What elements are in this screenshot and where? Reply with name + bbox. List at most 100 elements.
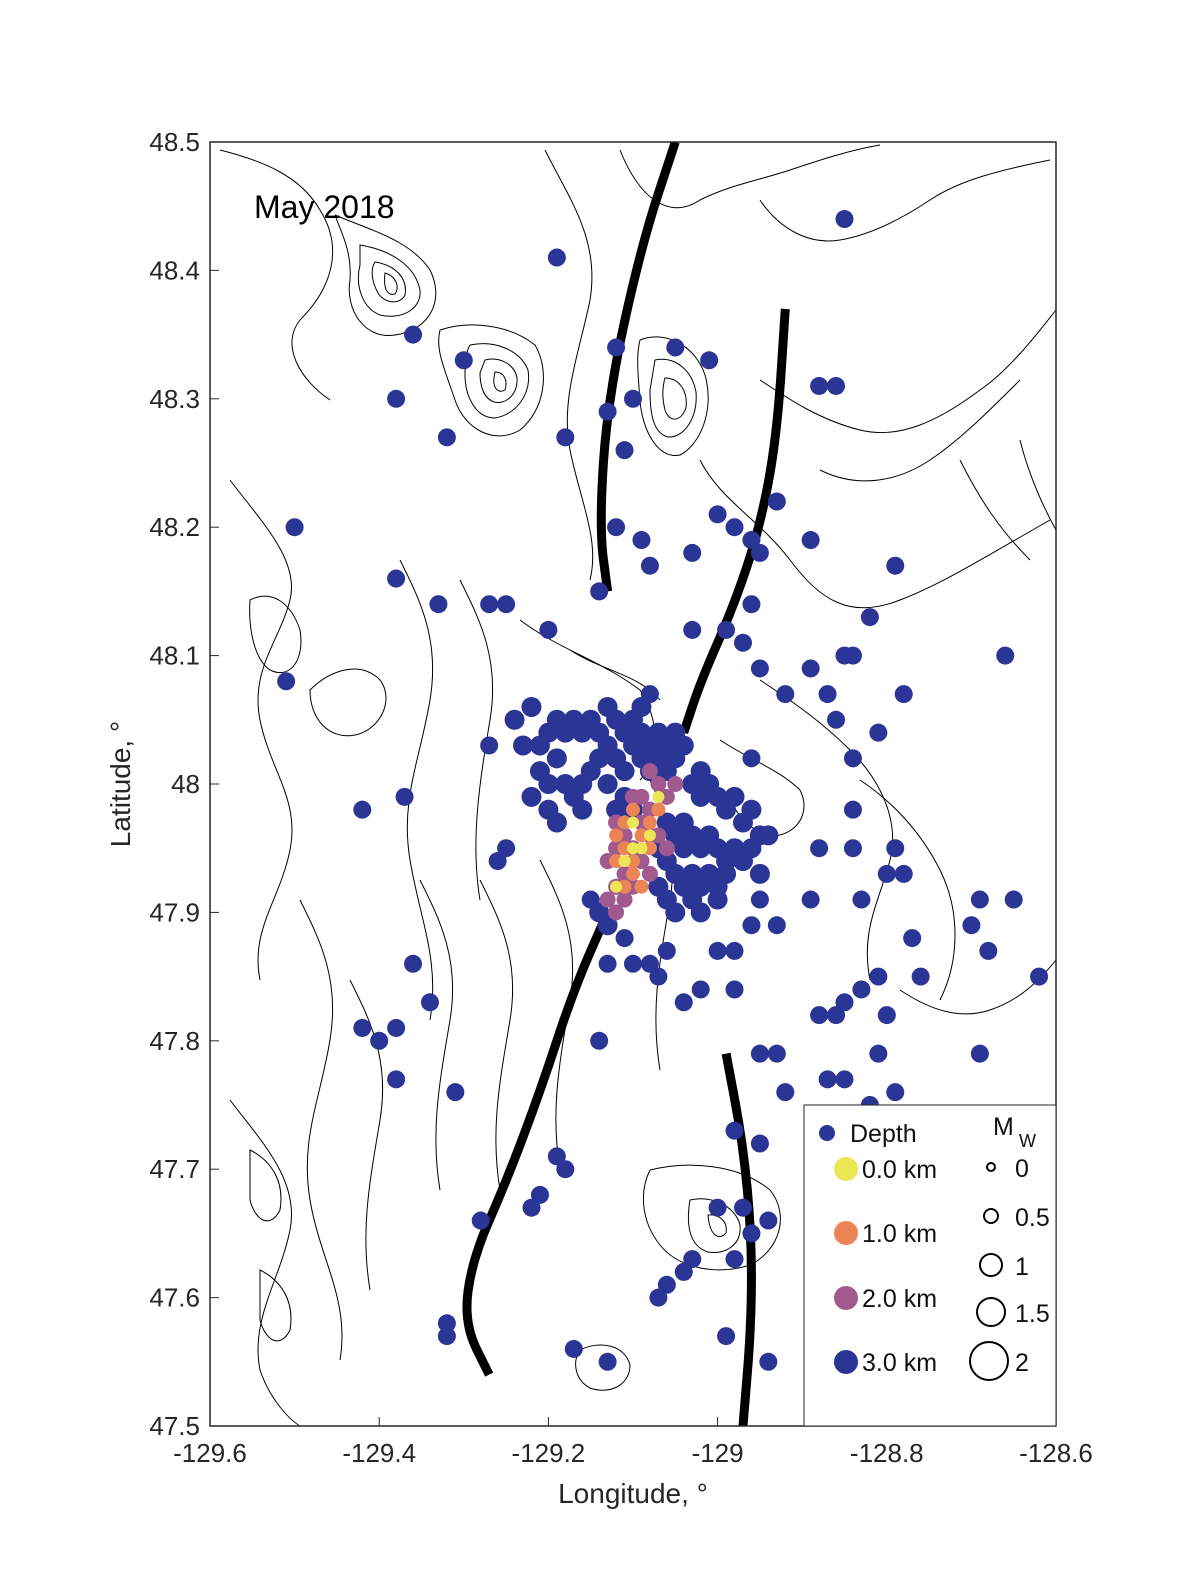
earthquake-point xyxy=(640,954,659,973)
y-tick-label: 48 xyxy=(171,769,200,799)
earthquake-point xyxy=(648,876,669,897)
earthquake-point xyxy=(387,1070,406,1089)
earthquake-point xyxy=(598,1352,617,1371)
earthquake-point xyxy=(750,659,769,678)
earthquake-point xyxy=(429,595,448,614)
earthquake-point xyxy=(860,608,879,627)
earthquake-point xyxy=(634,879,649,894)
earthquake-point xyxy=(521,786,542,807)
earthquake-point xyxy=(420,993,439,1012)
earthquake-point xyxy=(387,1018,406,1037)
earthquake-point xyxy=(387,569,406,588)
earthquake-point xyxy=(683,1250,702,1269)
earthquake-point xyxy=(962,916,981,935)
earthquake-point xyxy=(437,428,456,447)
earthquake-point xyxy=(759,1352,778,1371)
svg-text:2: 2 xyxy=(1015,1349,1029,1377)
legend-magnitude-entry-2: 1 xyxy=(979,1253,1029,1281)
earthquake-point xyxy=(742,531,761,550)
earthquake-point xyxy=(370,1031,389,1050)
earthquake-point xyxy=(801,531,820,550)
earthquake-point xyxy=(742,749,761,768)
earthquake-point xyxy=(404,325,423,344)
earthquake-point xyxy=(556,428,575,447)
earthquake-point xyxy=(640,556,659,575)
earthquake-point xyxy=(353,800,372,819)
x-tick-label: -128.6 xyxy=(1019,1438,1093,1468)
earthquake-point xyxy=(504,709,525,730)
y-tick-label: 48.4 xyxy=(149,255,200,285)
y-tick-label: 47.6 xyxy=(149,1283,200,1313)
svg-text:3.0 km: 3.0 km xyxy=(862,1349,937,1377)
earthquake-point xyxy=(776,1083,795,1102)
earthquake-point xyxy=(626,854,640,869)
earthquake-point xyxy=(725,1250,744,1269)
earthquake-point xyxy=(617,815,632,830)
earthquake-point xyxy=(635,842,648,855)
date-annotation: May 2018 xyxy=(254,189,395,225)
y-tick-label: 47.9 xyxy=(149,897,200,927)
y-axis-ticks: 47.5 47.6 47.7 47.8 47.9 48 48.1 48.2 48.3 48.4 48… xyxy=(149,127,219,1441)
earthquake-point xyxy=(690,761,711,782)
legend-magnitude-entry-0: 0 xyxy=(986,1155,1029,1183)
earthquake-point xyxy=(607,518,626,537)
earthquake-point xyxy=(353,1018,372,1037)
earthquake-point xyxy=(589,722,610,743)
earthquake-point xyxy=(674,993,693,1012)
earthquake-point xyxy=(767,492,786,511)
fault-trace-3 xyxy=(721,1052,756,1426)
legend-magnitude-entry-4: 2 xyxy=(969,1341,1029,1381)
earthquake-point xyxy=(869,723,888,742)
earthquake-point xyxy=(632,531,651,550)
earthquake-point xyxy=(683,620,702,639)
y-tick-label: 47.8 xyxy=(149,1026,200,1056)
earthquake-point xyxy=(665,902,686,923)
x-tick-label: -129.4 xyxy=(342,1438,416,1468)
earthquake-point xyxy=(877,1006,896,1025)
earthquake-point xyxy=(488,852,507,871)
y-tick-label: 48.1 xyxy=(149,641,200,671)
earthquake-point xyxy=(522,1198,541,1217)
earthquake-point xyxy=(835,1070,854,1089)
earthquake-point xyxy=(480,595,499,614)
earthquake-point xyxy=(911,967,930,986)
earthquake-point xyxy=(649,1288,668,1307)
earthquake-point xyxy=(835,210,854,229)
earthquake-point xyxy=(708,505,727,524)
earthquake-point xyxy=(843,800,862,819)
earthquake-point xyxy=(708,941,727,960)
earthquake-point xyxy=(277,672,296,691)
earthquake-point xyxy=(649,967,668,986)
earthquake-point xyxy=(387,389,406,408)
earthquake-point xyxy=(656,761,677,782)
y-tick-label: 47.5 xyxy=(149,1411,200,1441)
svg-text:1.0 km: 1.0 km xyxy=(862,1220,937,1248)
earthquake-point xyxy=(652,790,665,803)
earthquake-point xyxy=(546,812,567,833)
earthquake-point xyxy=(497,839,516,858)
x-tick-label: -129.6 xyxy=(173,1438,247,1468)
svg-text:2.0 km: 2.0 km xyxy=(862,1285,937,1313)
earthquake-point xyxy=(725,1121,744,1140)
legend: Depth 0.0 km 1.0 km 2.0 km 3.0 km M W 0 … xyxy=(803,1104,1057,1427)
legend-magnitude-subscript: W xyxy=(1019,1131,1036,1151)
earthquake-point xyxy=(618,855,631,868)
earthquake-point xyxy=(1030,967,1049,986)
earthquake-point xyxy=(767,1044,786,1063)
earthquake-point xyxy=(903,929,922,948)
earthquake-point xyxy=(683,543,702,562)
earthquake-point xyxy=(776,685,795,704)
earthquake-point xyxy=(471,1211,490,1230)
earthquake-point xyxy=(539,620,558,639)
earthquake-point xyxy=(651,802,666,817)
earthquake-point xyxy=(590,1031,609,1050)
earthquake-point xyxy=(691,980,710,999)
earthquake-point xyxy=(894,685,913,704)
earthquake-point xyxy=(437,1314,456,1333)
earthquake-point xyxy=(979,941,998,960)
earthquake-point xyxy=(657,941,676,960)
earthquake-point xyxy=(852,890,871,909)
earthquake-point xyxy=(633,788,650,805)
svg-text:1.5: 1.5 xyxy=(1015,1300,1050,1328)
